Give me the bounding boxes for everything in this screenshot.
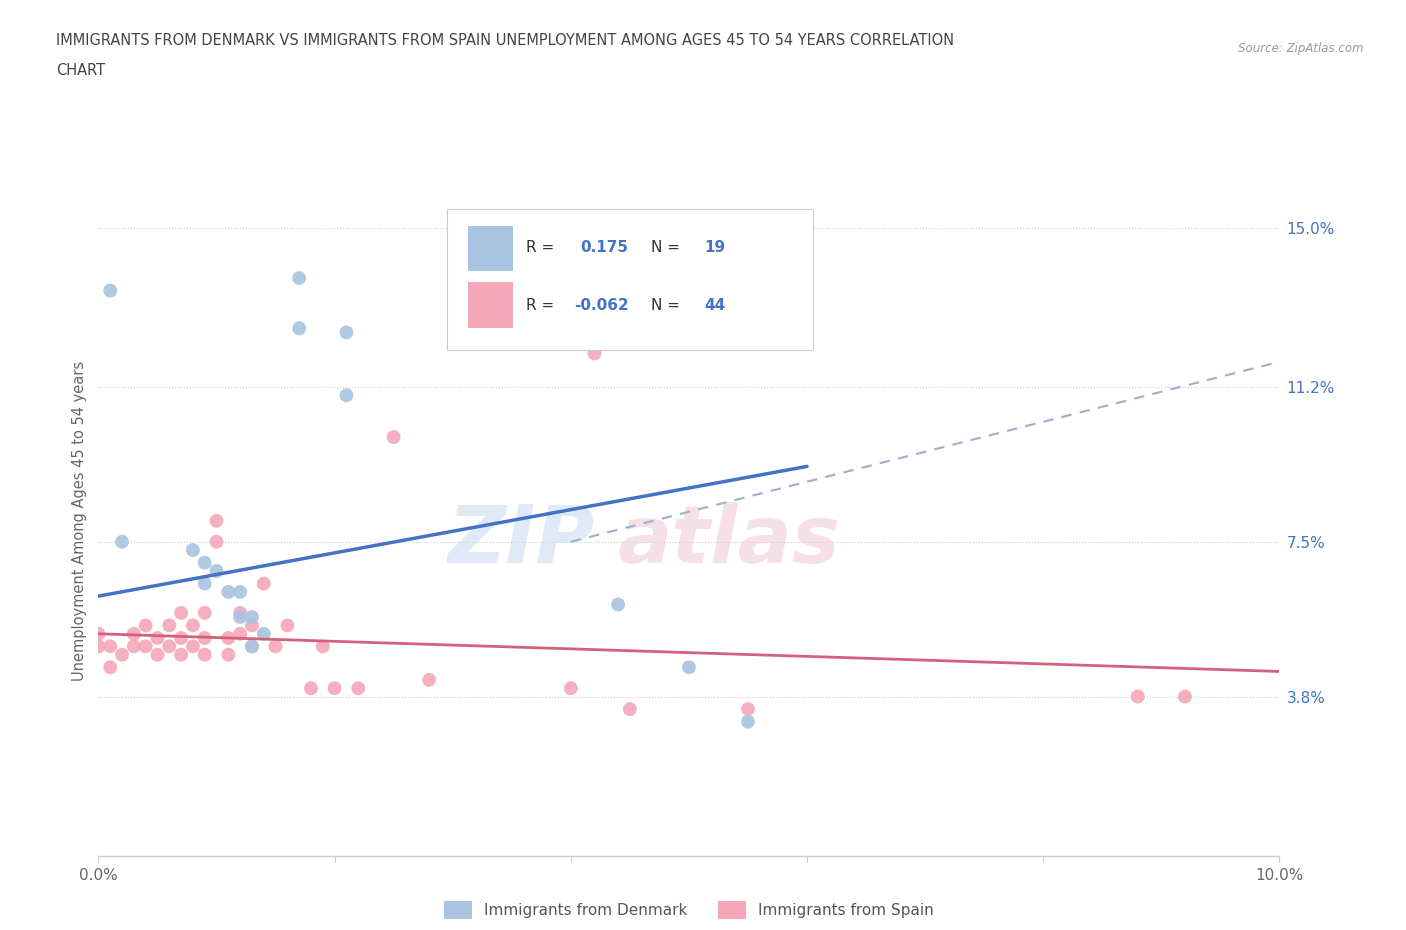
Point [737,714,759,729]
Point [253,577,276,591]
Point [87,627,110,642]
Point [146,647,169,662]
Point [135,618,157,633]
Point [98,660,121,675]
Text: atlas: atlas [619,502,841,580]
Point [229,605,252,620]
Point [607,597,630,612]
Point [276,618,298,633]
Point [194,631,217,645]
Point [194,577,217,591]
Point [229,627,252,642]
Point [217,585,239,600]
Point [205,535,228,550]
Point [98,284,121,299]
Point [170,647,193,662]
Point [122,627,145,642]
Point [240,639,263,654]
Text: N =: N = [651,298,681,312]
Text: CHART: CHART [56,63,105,78]
Point [205,564,228,578]
Point [229,610,252,625]
Point [335,326,357,340]
Point [418,672,440,687]
Point [157,639,180,654]
Point [583,346,606,361]
Point [135,639,157,654]
Point [170,631,193,645]
Text: 19: 19 [704,240,725,255]
Text: ZIP: ZIP [447,502,595,580]
Point [678,660,700,675]
Point [170,605,193,620]
Point [157,618,180,633]
Point [323,681,346,696]
Point [253,627,276,642]
Point [335,388,357,403]
Point [288,321,311,336]
Y-axis label: Unemployment Among Ages 45 to 54 years: Unemployment Among Ages 45 to 54 years [72,361,87,681]
Point [194,647,217,662]
Point [264,639,287,654]
Point [194,605,217,620]
Text: 44: 44 [704,298,725,312]
Point [299,681,322,696]
Text: R =: R = [526,298,554,312]
Point [240,639,263,654]
Point [288,271,311,286]
Point [382,430,405,445]
Point [1126,689,1149,704]
Bar [468,283,513,328]
Text: Source: ZipAtlas.com: Source: ZipAtlas.com [1239,42,1364,55]
Point [111,647,134,662]
Point [217,631,239,645]
FancyBboxPatch shape [447,209,813,350]
Text: IMMIGRANTS FROM DENMARK VS IMMIGRANTS FROM SPAIN UNEMPLOYMENT AMONG AGES 45 TO 5: IMMIGRANTS FROM DENMARK VS IMMIGRANTS FR… [56,33,955,47]
Point [181,618,204,633]
Point [122,639,145,654]
Bar [468,225,513,271]
Point [1174,689,1197,704]
Point [87,639,110,654]
Point [312,639,335,654]
Point [205,513,228,528]
Text: N =: N = [651,240,681,255]
Point [181,639,204,654]
Text: 0.175: 0.175 [581,240,628,255]
Point [217,647,239,662]
Point [111,535,134,550]
Point [194,555,217,570]
Point [619,702,641,717]
Text: R =: R = [526,240,554,255]
Point [737,702,759,717]
Point [240,610,263,625]
Point [181,543,204,558]
Text: -0.062: -0.062 [575,298,628,312]
Point [146,631,169,645]
Point [98,639,121,654]
Point [240,618,263,633]
Point [229,585,252,600]
Point [560,681,582,696]
Legend: Immigrants from Denmark, Immigrants from Spain: Immigrants from Denmark, Immigrants from… [439,895,939,925]
Point [347,681,370,696]
